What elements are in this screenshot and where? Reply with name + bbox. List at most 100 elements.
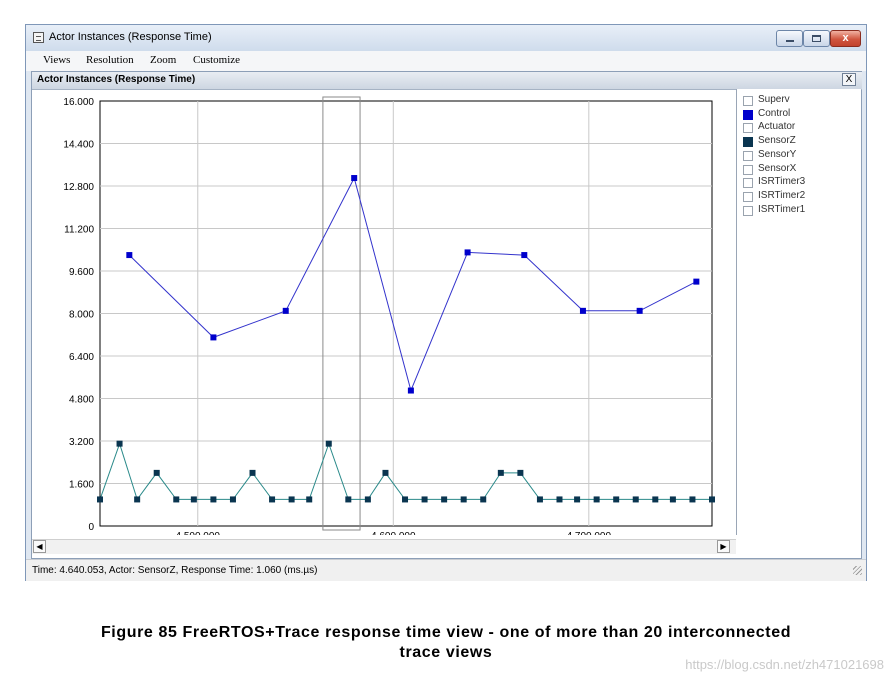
close-window-button[interactable]: x [830,30,861,47]
legend-label: Actuator [758,121,796,133]
response-time-chart[interactable]: 0 1.600 3.200 4.800 6.400 8.000 9.600 11.200 12.… [32,89,733,535]
minimize-button[interactable] [776,30,803,47]
data-point-sensorz [269,496,276,503]
figure-caption: Figure 85 FreeRTOS+Trace response time v… [0,623,892,663]
y-tick-label: 0 [88,522,94,533]
maximize-button[interactable] [803,30,830,47]
data-point-sensorz [613,496,620,503]
legend-checkbox[interactable] [743,178,753,189]
data-point-sensorz [116,440,123,447]
app-window-icon [33,32,44,43]
menu-resolution[interactable]: Resolution [86,54,134,66]
caption-line-1: Figure 85 FreeRTOS+Trace response time v… [100,624,792,641]
data-point-sensorz [593,496,600,503]
data-point-sensorz [288,496,295,503]
legend-item-isrtimer3[interactable]: ISRTimer3 [743,176,858,189]
x-tick-label: 4.600.000 [371,531,416,535]
watermark: https://blog.csdn.net/zh471021698 [685,657,884,672]
data-point-sensorz [517,469,524,476]
data-point-control [579,307,586,314]
actor-legend: Superv Control Actuator SensorZ SensorY Senso… [736,89,861,535]
legend-item-sensorx[interactable]: SensorX [743,163,858,176]
panel-close-button[interactable]: X [842,73,856,86]
x-tick-label: 4.700.000 [567,531,612,535]
data-point-sensorz [134,496,141,503]
y-tick-label: 12.800 [63,182,94,193]
data-point-control [693,278,700,285]
legend-checkbox[interactable] [743,205,753,216]
menu-bar: Views Resolution Zoom Customize [26,51,866,71]
data-point-sensorz [402,496,409,503]
selection-box [322,96,361,531]
legend-checkbox[interactable] [743,123,753,134]
view-panel: Actor Instances (Response Time) X 0 1.600… [31,71,862,559]
panel-header: Actor Instances (Response Time) X [32,72,862,90]
data-point-sensorz [421,496,428,503]
data-point-sensorz [441,496,448,503]
legend-label: ISRTimer2 [758,189,806,201]
data-point-control [636,307,643,314]
data-point-control [282,307,289,314]
data-point-sensorz [460,496,467,503]
legend-checkbox[interactable] [743,109,753,120]
panel-title: Actor Instances (Response Time) [37,74,196,85]
legend-label: SensorY [758,148,797,160]
legend-item-isrtimer1[interactable]: ISRTimer1 [743,204,858,217]
legend-checkbox[interactable] [743,137,753,148]
resize-grip-icon[interactable] [853,566,862,575]
legend-label: ISRTimer1 [758,203,806,215]
y-tick-label: 11.200 [64,225,94,236]
data-point-sensorz [97,496,103,503]
y-tick-label: 1.600 [69,480,94,491]
data-point-control [407,387,414,394]
data-point-sensorz [364,496,371,503]
legend-checkbox[interactable] [743,191,753,202]
data-point-sensorz [173,496,180,503]
y-tick-label: 9.600 [69,267,94,278]
data-point-control [521,252,528,259]
data-point-sensorz [669,496,676,503]
legend-item-control[interactable]: Control [743,108,858,121]
data-point-sensorz [190,496,197,503]
legend-label: SensorZ [758,135,796,147]
y-tick-label: 6.400 [69,352,94,363]
data-point-sensorz [345,496,352,503]
minimize-icon [786,40,794,42]
y-tick-label: 8.000 [69,310,94,321]
data-point-control [126,252,133,259]
data-point-sensorz [153,469,160,476]
legend-item-sensorz[interactable]: SensorZ [743,135,858,148]
legend-item-isrtimer2[interactable]: ISRTimer2 [743,190,858,203]
data-point-sensorz [306,496,313,503]
window-title: Actor Instances (Response Time) [49,31,212,43]
maximize-icon [812,35,821,42]
legend-label: ISRTimer3 [758,176,806,188]
legend-item-superv[interactable]: Superv [743,94,858,107]
menu-customize[interactable]: Customize [193,54,241,66]
legend-checkbox[interactable] [743,164,753,175]
legend-label: SensorX [758,162,797,174]
series-line-control [128,176,697,393]
legend-item-sensory[interactable]: SensorY [743,149,858,162]
data-point-sensorz [689,496,696,503]
data-point-sensorz [574,496,581,503]
data-point-control [210,334,217,341]
menu-views[interactable]: Views [43,54,71,66]
legend-item-actuator[interactable]: Actuator [743,121,858,134]
scroll-left-button[interactable]: ◀ [33,540,46,553]
legend-checkbox[interactable] [743,150,753,161]
title-bar[interactable]: Actor Instances (Response Time) x [26,25,866,51]
data-point-sensorz [497,469,504,476]
y-tick-label: 16.000 [63,97,94,108]
data-point-sensorz [382,469,389,476]
data-point-sensorz [249,469,256,476]
status-text: Time: 4.640.053, Actor: SensorZ, Respons… [32,565,318,576]
legend-label: Control [758,107,791,119]
legend-checkbox[interactable] [743,96,753,106]
data-point-sensorz [536,496,543,503]
trace-window: Actor Instances (Response Time) x Views … [25,24,867,581]
horizontal-scrollbar[interactable]: ◀ ▶ [32,539,736,554]
caption-line-2: trace views [399,644,493,661]
scroll-right-button[interactable]: ▶ [717,540,730,553]
menu-zoom[interactable]: Zoom [150,54,177,66]
